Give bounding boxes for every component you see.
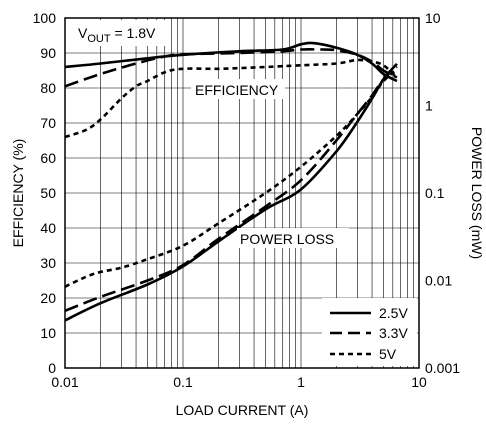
y-left-tick-label: 0 bbox=[48, 360, 56, 376]
tick-labels: 0.01 0.1 1 1001020304050607080901000.0010.0… bbox=[33, 10, 461, 390]
y-left-tick-label: 30 bbox=[40, 255, 56, 271]
x-tick-label: 0.1 bbox=[173, 374, 193, 390]
efficiency-label-bg bbox=[191, 79, 285, 99]
series-3-3v-power-loss bbox=[64, 65, 398, 313]
y-left-tick-label: 90 bbox=[40, 45, 56, 61]
x-tick-label: 1 bbox=[297, 374, 305, 390]
series-2-5v-efficiency bbox=[64, 41, 398, 83]
y-left-tick-label: 100 bbox=[33, 10, 57, 26]
series-2-5v-power-loss bbox=[64, 62, 398, 322]
y-left-tick-label: 10 bbox=[40, 325, 56, 341]
y-right-tick-label: 1 bbox=[425, 98, 433, 114]
vout-annotation-main: V bbox=[78, 25, 88, 41]
power-loss-label-bg bbox=[237, 228, 349, 248]
y-axis-label-right: POWER LOSS (mW) bbox=[469, 127, 485, 259]
legend-label-3-3v: 3.3V bbox=[379, 325, 408, 341]
y-right-tick-label: 0.001 bbox=[425, 360, 460, 376]
legend-label-5v: 5V bbox=[379, 346, 397, 362]
y-left-tick-label: 50 bbox=[40, 185, 56, 201]
series-5v-efficiency bbox=[64, 58, 398, 139]
plot-frame bbox=[64, 17, 420, 369]
y-axis-label-left: EFFICIENCY (%) bbox=[10, 139, 26, 248]
y-left-tick-label: 80 bbox=[40, 80, 56, 96]
y-right-tick-label: 0.01 bbox=[425, 273, 452, 289]
y-left-tick-label: 60 bbox=[40, 150, 56, 166]
x-tick-label: 10 bbox=[411, 374, 427, 390]
y-right-tick-label: 10 bbox=[425, 10, 441, 26]
vout-annotation-rest: = 1.8V bbox=[111, 25, 156, 41]
legend: 2.5V 3.3V 5V bbox=[322, 298, 417, 366]
series-5v-power-loss bbox=[64, 68, 398, 288]
power-loss-label: POWER LOSS bbox=[240, 231, 334, 247]
y-left-tick-label: 70 bbox=[40, 115, 56, 131]
vout-annotation-sub: OUT bbox=[87, 33, 111, 45]
vout-annotation-box bbox=[66, 20, 170, 46]
vout-annotation: VOUT = 1.8V bbox=[78, 25, 156, 45]
series-layer bbox=[64, 41, 398, 322]
y-left-tick-label: 20 bbox=[40, 290, 56, 306]
legend-label-2-5v: 2.5V bbox=[379, 305, 408, 321]
y-left-tick-label: 40 bbox=[40, 220, 56, 236]
efficiency-label: EFFICIENCY bbox=[195, 82, 279, 98]
y-right-tick-label: 0.1 bbox=[425, 185, 445, 201]
x-axis-label: LOAD CURRENT (A) bbox=[176, 402, 309, 418]
x-tick-label: 0.01 bbox=[51, 374, 78, 390]
